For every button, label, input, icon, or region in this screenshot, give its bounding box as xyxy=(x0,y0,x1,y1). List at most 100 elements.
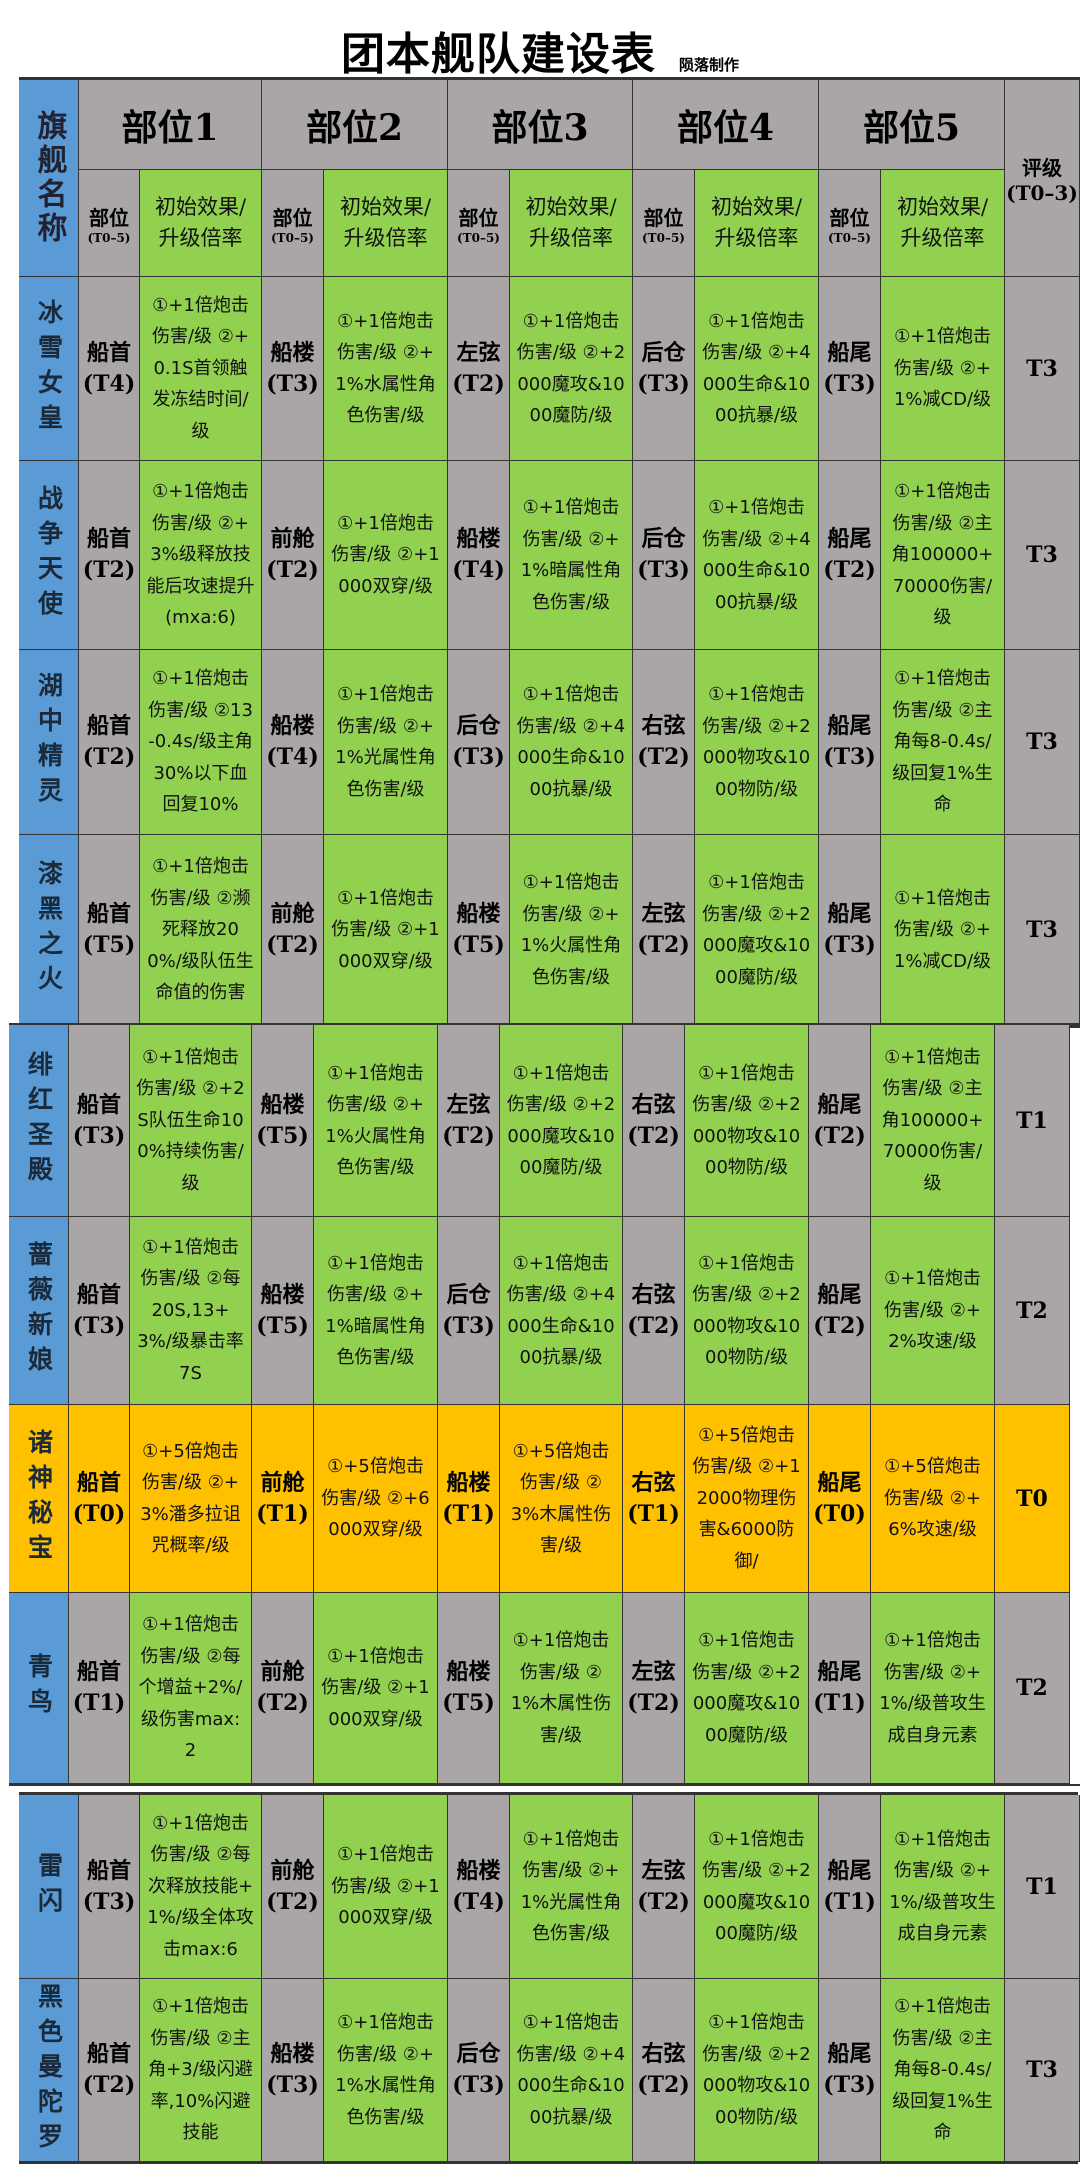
part-effect-4: ①+1倍炮击伤害/级 ②+2000物攻&1000物防/级 xyxy=(695,650,819,835)
part-effect-5: ①+1倍炮击伤害/级 ②+1%减CD/级 xyxy=(881,277,1005,461)
part-tier: (T3) xyxy=(823,932,876,958)
part-position-1: 船首 (T4) xyxy=(79,277,140,461)
part-position-4: 后仓 (T3) xyxy=(633,461,695,650)
part-position-label: 前舱 xyxy=(270,526,315,553)
part-position-2: 船楼 (T5) xyxy=(252,1217,314,1405)
part-position-label: 后仓 xyxy=(456,713,501,740)
part-position-3: 后仓 (T3) xyxy=(448,1979,510,2162)
part-effect-5: ①+1倍炮击伤害/级 ②+1%/级普攻生成自身元素 xyxy=(881,1795,1005,1979)
part-position-label: 右弦 xyxy=(631,1469,676,1496)
part-position-4: 左弦 (T2) xyxy=(623,1593,685,1784)
ship-grade: T3 xyxy=(1005,277,1080,461)
part-tier: (T3) xyxy=(442,1312,495,1339)
header-sub-part-range: (T0–5) xyxy=(87,230,131,245)
part-tier: (T5) xyxy=(256,1312,309,1339)
part-tier: (T1) xyxy=(627,1500,680,1527)
part-tier: (T3) xyxy=(637,370,690,397)
header-sub-part-label: 部位 xyxy=(829,205,870,230)
part-position-label: 左弦 xyxy=(641,901,686,928)
part-position-label: 前舱 xyxy=(270,1857,315,1884)
header-sub-part-label: 部位 xyxy=(643,205,684,230)
part-position-3: 左弦 (T2) xyxy=(448,277,510,461)
part-position-label: 后仓 xyxy=(641,526,686,553)
header-sub-effect-3: 初始效果/升级倍率 xyxy=(510,170,633,277)
part-position-3: 左弦 (T2) xyxy=(438,1025,500,1217)
part-effect-1: ①+1倍炮击伤害/级 ②每20S,13+3%/级暴击率7S xyxy=(130,1217,252,1405)
part-effect-1: ①+1倍炮击伤害/级 ②每次释放技能+1%/级全体攻击max:6 xyxy=(140,1795,262,1979)
part-effect-3: ①+1倍炮击伤害/级 ②+1%光属性角色伤害/级 xyxy=(510,1795,633,1979)
part-position-2: 船楼 (T3) xyxy=(262,1979,324,2162)
part-tier: (T2) xyxy=(637,1888,690,1915)
header-part-1: 部位1 xyxy=(79,80,262,170)
part-position-label: 后仓 xyxy=(641,339,686,366)
ship-name: 诸神秘宝 xyxy=(9,1405,69,1593)
part-effect-5: ①+5倍炮击伤害/级 ②+6%攻速/级 xyxy=(871,1405,995,1593)
part-effect-4: ①+1倍炮击伤害/级 ②+2000魔攻&1000魔防/级 xyxy=(695,1795,819,1979)
part-tier: (T3) xyxy=(72,1312,126,1339)
part-position-label: 船楼 xyxy=(260,1091,305,1118)
part-tier: (T5) xyxy=(256,1122,309,1149)
part-effect-3: ①+5倍炮击伤害/级 ②3%木属性伤害/级 xyxy=(500,1405,623,1593)
part-tier: (T2) xyxy=(637,932,690,958)
part-tier: (T2) xyxy=(637,2072,690,2098)
part-tier: (T2) xyxy=(266,557,319,583)
part-position-label: 右弦 xyxy=(631,1281,676,1308)
part-effect-1: ①+1倍炮击伤害/级 ②+0.1S首领触发冻结时间/级 xyxy=(140,277,262,461)
part-tier: (T3) xyxy=(637,557,690,583)
part-tier: (T3) xyxy=(72,1122,126,1149)
part-effect-3: ①+1倍炮击伤害/级 ②+4000生命&1000抗暴/级 xyxy=(510,1979,633,2162)
header-sub-part-2: 部位 (T0–5) xyxy=(262,170,324,277)
ship-name: 绯红圣殿 xyxy=(9,1025,69,1217)
part-effect-2: ①+1倍炮击伤害/级 ②+1000双穿/级 xyxy=(314,1593,438,1784)
part-tier: (T3) xyxy=(823,370,876,397)
part-effect-1: ①+1倍炮击伤害/级 ②+2S队伍生命100%持续伤害/级 xyxy=(130,1025,252,1217)
header-sub-effect-4: 初始效果/升级倍率 xyxy=(695,170,819,277)
part-position-label: 船首 xyxy=(86,526,131,553)
part-position-label: 左弦 xyxy=(631,1659,676,1686)
part-effect-2: ①+1倍炮击伤害/级 ②+1%水属性角色伤害/级 xyxy=(324,277,448,461)
part-tier: (T2) xyxy=(813,1122,866,1149)
part-effect-1: ①+1倍炮击伤害/级 ②+3%级释放技能后攻速提升(mxa:6) xyxy=(140,461,262,650)
ship-name: 冰雪女皇 xyxy=(19,277,79,461)
part-position-5: 船尾 (T3) xyxy=(819,835,881,1026)
part-tier: (T0) xyxy=(813,1500,866,1527)
part-position-1: 船首 (T1) xyxy=(69,1593,130,1784)
part-position-4: 后仓 (T3) xyxy=(633,277,695,461)
part-position-4: 左弦 (T2) xyxy=(633,835,695,1026)
part-tier: (T2) xyxy=(442,1122,495,1149)
ship-grade: T1 xyxy=(995,1025,1070,1217)
part-tier: (T2) xyxy=(82,2072,136,2098)
header-sub-part-range: (T0–5) xyxy=(457,230,500,245)
part-position-label: 船楼 xyxy=(456,901,501,928)
header-grade-label: 评级 xyxy=(1022,155,1062,180)
part-position-5: 船尾 (T1) xyxy=(809,1593,871,1784)
ship-grade: T2 xyxy=(995,1217,1070,1405)
part-tier: (T1) xyxy=(813,1690,866,1716)
part-position-3: 后仓 (T3) xyxy=(448,650,510,835)
part-effect-3: ①+1倍炮击伤害/级 ②+1%火属性角色伤害/级 xyxy=(510,835,633,1026)
part-tier: (T2) xyxy=(256,1690,309,1716)
part-position-3: 后仓 (T3) xyxy=(438,1217,500,1405)
part-effect-2: ①+1倍炮击伤害/级 ②+1%火属性角色伤害/级 xyxy=(314,1025,438,1217)
part-position-label: 后仓 xyxy=(446,1281,491,1308)
header-sub-effect-1: 初始效果/升级倍率 xyxy=(140,170,262,277)
part-effect-5: ①+1倍炮击伤害/级 ②+1%/级普攻生成自身元素 xyxy=(871,1593,995,1784)
part-tier: (T5) xyxy=(442,1690,495,1716)
part-position-label: 船尾 xyxy=(827,526,872,553)
part-position-1: 船首 (T5) xyxy=(79,835,140,1026)
part-position-3: 船楼 (T4) xyxy=(448,461,510,650)
part-effect-5: ①+1倍炮击伤害/级 ②主角每8-0.4s/级回复1%生命 xyxy=(881,650,1005,835)
part-position-label: 左弦 xyxy=(456,339,501,366)
part-position-2: 船楼 (T4) xyxy=(262,650,324,835)
part-position-label: 右弦 xyxy=(641,713,686,740)
part-position-label: 船首 xyxy=(86,901,131,928)
header-ship-name: 旗舰名称 xyxy=(19,80,79,277)
part-position-label: 船首 xyxy=(76,1659,121,1686)
part-effect-2: ①+1倍炮击伤害/级 ②+1%光属性角色伤害/级 xyxy=(324,650,448,835)
header-sub-part-4: 部位 (T0–5) xyxy=(633,170,695,277)
part-effect-4: ①+1倍炮击伤害/级 ②+2000物攻&1000物防/级 xyxy=(685,1025,809,1217)
part-tier: (T3) xyxy=(823,2072,876,2098)
part-tier: (T3) xyxy=(266,2072,319,2098)
part-position-1: 船首 (T3) xyxy=(79,1795,140,1979)
part-position-label: 船首 xyxy=(86,713,131,740)
